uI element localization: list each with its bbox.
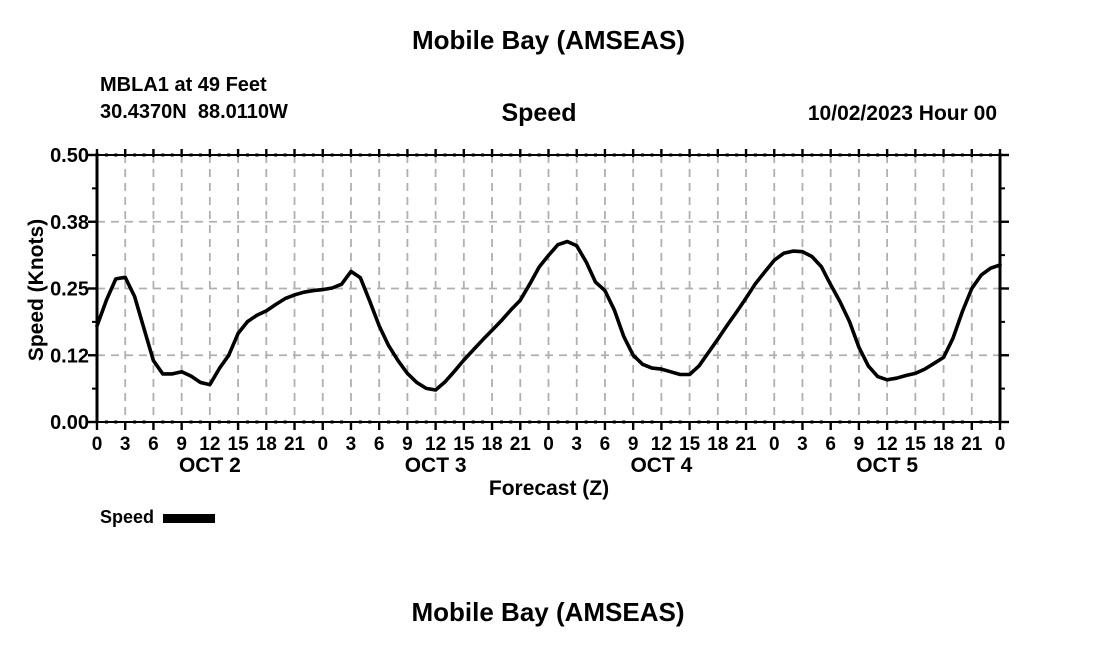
x-tick-label: 21 <box>735 434 757 455</box>
x-axis-title: Forecast (Z) <box>488 477 610 500</box>
x-tick-label: 9 <box>854 434 865 455</box>
x-tick-label: 21 <box>284 434 306 455</box>
x-tick-label: 0 <box>92 434 103 455</box>
x-tick-label: 9 <box>628 434 639 455</box>
day-label: OCT 2 <box>179 454 241 477</box>
x-tick-label: 6 <box>600 434 611 455</box>
x-tick-label: 12 <box>651 434 672 455</box>
x-tick-labels: 0 3 6 9 12 15 18 21 0 3 6 9 12 15 18 21 0 3 6 9 12 15 18 21 0 3 6 9… <box>92 434 1006 455</box>
y-tick-label: 0.00 <box>50 412 89 434</box>
forecast-datetime-label: 10/02/2023 Hour 00 <box>807 102 997 125</box>
x-tick-label: 0 <box>317 434 328 455</box>
x-tick-label: 15 <box>453 434 475 455</box>
axis-ticks <box>88 149 1009 430</box>
day-label: OCT 4 <box>630 454 692 477</box>
x-tick-label: 0 <box>995 434 1006 455</box>
x-tick-label: 3 <box>120 434 131 455</box>
x-tick-label: 21 <box>961 434 983 455</box>
x-tick-label: 3 <box>571 434 582 455</box>
y-tick-label: 0.25 <box>50 279 89 301</box>
x-tick-label: 18 <box>707 434 728 455</box>
day-label: OCT 5 <box>856 454 918 477</box>
chart-title: Mobile Bay (AMSEAS) <box>411 25 686 55</box>
gridlines <box>97 155 1000 422</box>
x-tick-label: 15 <box>679 434 701 455</box>
speed-line <box>95 239 1002 392</box>
second-panel-title: Mobile Bay (AMSEAS) <box>411 597 685 627</box>
x-tick-label: 15 <box>905 434 927 455</box>
x-tick-label: 18 <box>256 434 277 455</box>
day-label: OCT 3 <box>405 454 467 477</box>
y-tick-label: 0.38 <box>50 212 89 234</box>
y-tick-label: 0.50 <box>50 145 89 167</box>
x-tick-label: 9 <box>402 434 413 455</box>
x-tick-label: 12 <box>877 434 898 455</box>
day-labels: OCT 2 OCT 3 OCT 4 OCT 5 <box>179 454 918 477</box>
x-tick-label: 15 <box>228 434 250 455</box>
legend-line-swatch <box>163 514 216 523</box>
x-tick-label: 3 <box>797 434 808 455</box>
y-tick-label: 0.12 <box>50 345 89 367</box>
x-tick-label: 18 <box>933 434 954 455</box>
x-tick-label: 3 <box>346 434 357 455</box>
station-coordinates-label: 30.4370N 88.0110W <box>100 101 288 123</box>
x-tick-label: 21 <box>510 434 532 455</box>
x-tick-label: 12 <box>199 434 220 455</box>
station-id-label: MBLA1 at 49 Feet <box>100 74 267 96</box>
legend-label: Speed <box>100 507 155 527</box>
panel-subtitle: Speed <box>501 99 577 127</box>
x-tick-label: 0 <box>769 434 780 455</box>
x-tick-label: 18 <box>481 434 502 455</box>
legend: Speed <box>100 507 216 528</box>
x-tick-label: 9 <box>176 434 187 455</box>
x-tick-label: 6 <box>374 434 385 455</box>
x-tick-label: 12 <box>425 434 446 455</box>
x-tick-label: 0 <box>543 434 554 455</box>
x-tick-label: 6 <box>148 434 159 455</box>
y-tick-labels: 0.00 0.12 0.25 0.38 0.50 <box>50 145 89 434</box>
x-tick-label: 6 <box>825 434 836 455</box>
